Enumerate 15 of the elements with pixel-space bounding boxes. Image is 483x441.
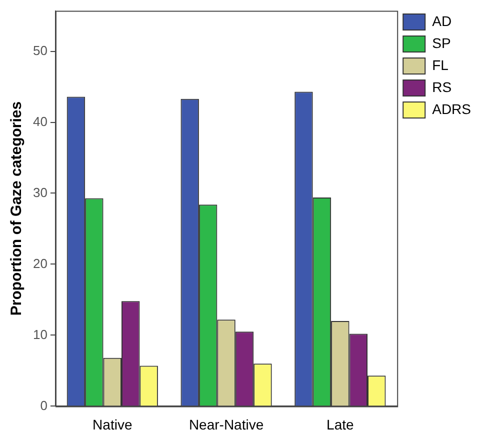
- legend-label: AD: [432, 12, 452, 29]
- x-tick-label: Late: [326, 416, 354, 432]
- y-tick-label: 40: [32, 114, 48, 129]
- y-axis-title: Proportion of Gaze categories: [8, 101, 26, 316]
- y-tick-label: 0: [40, 398, 48, 413]
- legend-label: ADRS: [432, 100, 472, 117]
- y-tick-label: 10: [32, 326, 48, 342]
- y-tick-label: 30: [32, 184, 48, 200]
- legend-label: RS: [432, 78, 452, 95]
- y-tick-label: 20: [32, 256, 48, 271]
- x-tick-label: Near-Native: [188, 416, 264, 432]
- y-tick-label: 50: [32, 42, 48, 58]
- x-tick-label: Native: [92, 416, 132, 432]
- legend-label: SP: [432, 34, 451, 51]
- legend-label: FL: [432, 56, 449, 73]
